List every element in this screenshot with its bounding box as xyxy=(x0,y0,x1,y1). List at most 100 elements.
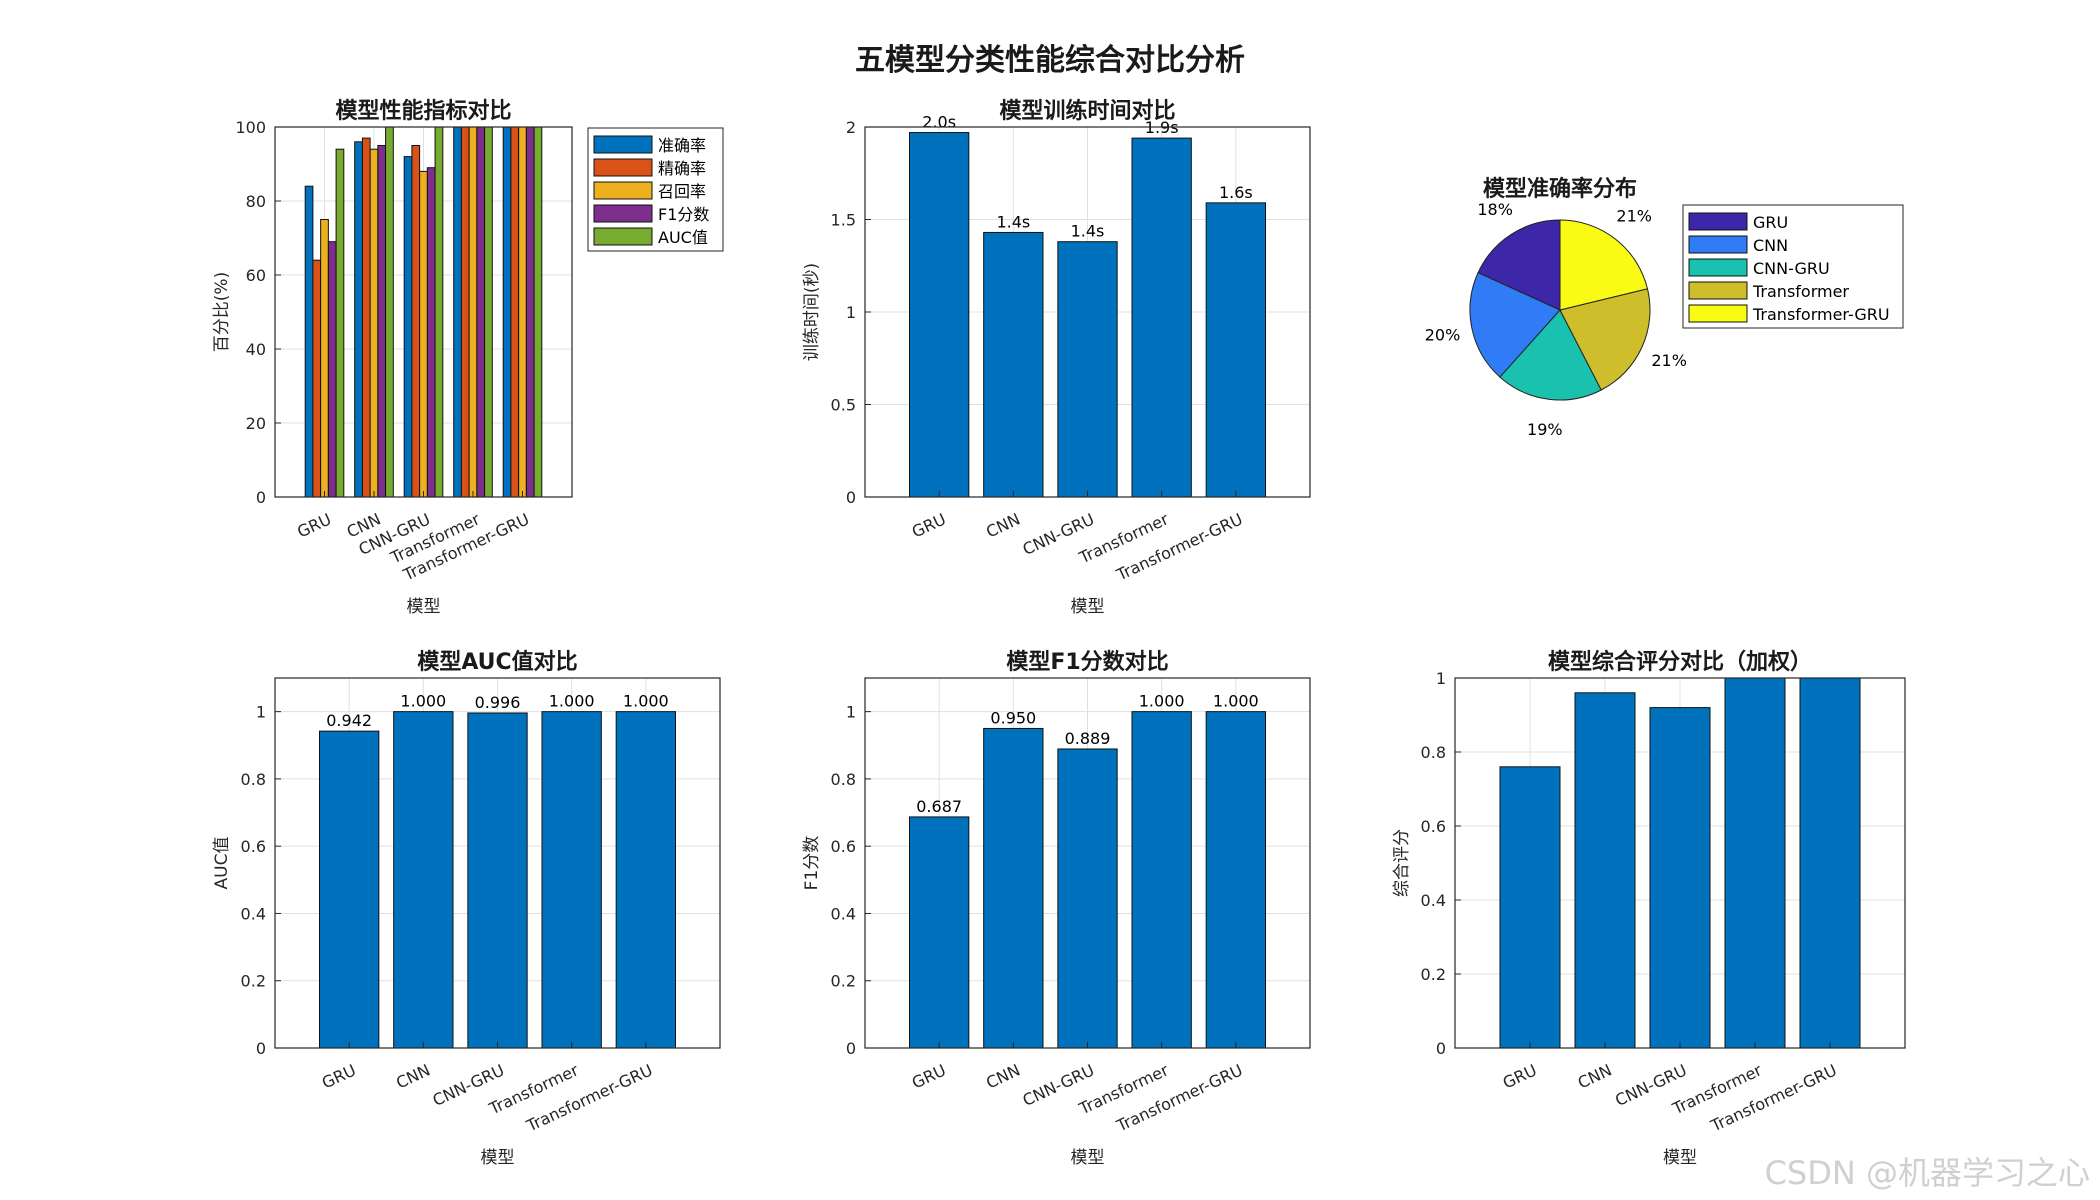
y-axis-label: 综合评分 xyxy=(1392,829,1412,897)
y-axis-label: 百分比(%) xyxy=(212,272,232,352)
pie-slice-CNN-GRU xyxy=(1499,309,1602,401)
y-tick-label: 20 xyxy=(246,414,266,433)
y-tick-label: 0.2 xyxy=(241,972,266,991)
pie-label: 21% xyxy=(1616,207,1652,226)
pie-slice-Transformer xyxy=(1559,288,1651,391)
legend-label: 召回率 xyxy=(658,182,706,201)
bar-AUC值 xyxy=(533,126,543,498)
bar-F1分数 xyxy=(525,126,535,498)
legend-swatch xyxy=(1688,212,1748,231)
bar-精确率 xyxy=(510,126,520,498)
y-tick-label: 0.4 xyxy=(831,904,856,923)
y-tick-label: 100 xyxy=(235,118,266,137)
legend-swatch xyxy=(593,227,653,246)
legend-label: Transformer xyxy=(1752,282,1849,301)
data-label: 1.4s xyxy=(996,212,1030,231)
data-label: 1.000 xyxy=(400,692,446,711)
bar xyxy=(1131,137,1192,498)
bar-召回率 xyxy=(369,148,379,498)
bar-AUC值 xyxy=(434,126,444,498)
main-title: 五模型分类性能综合对比分析 xyxy=(855,43,1245,78)
bar xyxy=(467,712,528,1049)
data-label: 0.942 xyxy=(326,711,372,730)
data-label: 0.889 xyxy=(1065,729,1111,748)
y-axis-label: 训练时间(秒) xyxy=(802,263,822,361)
bar xyxy=(1649,707,1711,1049)
y-tick-label: 0.2 xyxy=(831,972,856,991)
bar-AUC值 xyxy=(335,148,345,498)
bar-准确率 xyxy=(354,141,363,498)
pie-label: 20% xyxy=(1425,326,1461,345)
bar xyxy=(1131,711,1192,1049)
bar-召回率 xyxy=(518,126,527,498)
bar-AUC值 xyxy=(385,126,394,498)
legend-label: Transformer-GRU xyxy=(1752,305,1890,324)
legend-label: 准确率 xyxy=(658,136,706,155)
legend-label: F1分数 xyxy=(658,205,709,224)
bar-F1分数 xyxy=(377,145,387,498)
bar-召回率 xyxy=(419,170,428,498)
bar xyxy=(615,711,677,1049)
x-axis-label: 模型 xyxy=(1663,1148,1697,1168)
legend-label: 精确率 xyxy=(658,159,706,178)
y-tick-label: 0.8 xyxy=(241,770,266,789)
x-tick-label: GRU xyxy=(294,509,334,541)
y-tick-label: 0.6 xyxy=(831,837,856,856)
data-label: 0.687 xyxy=(916,797,962,816)
y-tick-label: 0 xyxy=(256,488,266,507)
bar xyxy=(541,711,602,1049)
x-axis-label: 模型 xyxy=(407,597,441,617)
bar-准确率 xyxy=(453,126,462,498)
bar xyxy=(1499,766,1561,1049)
bar-精确率 xyxy=(460,126,470,498)
x-tick-label: Transformer-GRU xyxy=(1707,1060,1840,1135)
bar xyxy=(1205,711,1266,1049)
data-label: 1.6s xyxy=(1219,183,1253,202)
y-tick-label: 1.5 xyxy=(831,211,856,230)
legend-swatch xyxy=(1688,281,1748,300)
data-label: 0.950 xyxy=(990,708,1036,727)
bar xyxy=(319,730,380,1049)
bar xyxy=(1799,677,1861,1049)
x-tick-label: CNN xyxy=(1575,1060,1615,1092)
y-tick-label: 1 xyxy=(1436,669,1446,688)
bar-精确率 xyxy=(312,259,322,498)
y-tick-label: 1 xyxy=(846,303,856,322)
data-label: 1.000 xyxy=(623,692,669,711)
data-label: 1.9s xyxy=(1145,118,1179,137)
x-tick-label: GRU xyxy=(909,509,949,541)
bar xyxy=(983,727,1044,1049)
bar-AUC值 xyxy=(484,126,493,498)
x-tick-label: CNN xyxy=(393,1060,433,1092)
pie-label: 18% xyxy=(1477,200,1513,219)
pie-slice-CNN xyxy=(1469,271,1561,378)
x-tick-label: Transformer-GRU xyxy=(1113,1060,1246,1135)
y-tick-label: 0.8 xyxy=(1421,743,1446,762)
bar-召回率 xyxy=(468,126,478,498)
x-tick-label: CNN xyxy=(983,509,1023,541)
y-tick-label: 60 xyxy=(246,266,266,285)
bar xyxy=(1724,677,1786,1049)
legend-label: CNN xyxy=(1753,236,1788,255)
legend-swatch xyxy=(593,181,653,200)
y-axis-label: F1分数 xyxy=(802,836,822,891)
chart-title: 模型准确率分布 xyxy=(1483,176,1637,202)
y-tick-label: 0.8 xyxy=(831,770,856,789)
data-label: 1.4s xyxy=(1071,222,1105,241)
pie-slice-GRU xyxy=(1477,219,1561,311)
data-label: 1.000 xyxy=(549,692,595,711)
y-axis-label: AUC值 xyxy=(212,837,232,890)
legend-label: AUC值 xyxy=(658,228,708,247)
y-tick-label: 1 xyxy=(256,703,266,722)
y-tick-label: 0.2 xyxy=(1421,965,1446,984)
data-label: 1.000 xyxy=(1213,692,1259,711)
chart-title: 模型AUC值对比 xyxy=(417,649,577,675)
bar xyxy=(1205,202,1266,498)
chart-f1: 0.687 0.950 0.889 1.000 1.000 0 0.2 0.4 0.6 0.8 1 G… xyxy=(802,649,1311,1168)
pie-label: 19% xyxy=(1527,420,1563,439)
